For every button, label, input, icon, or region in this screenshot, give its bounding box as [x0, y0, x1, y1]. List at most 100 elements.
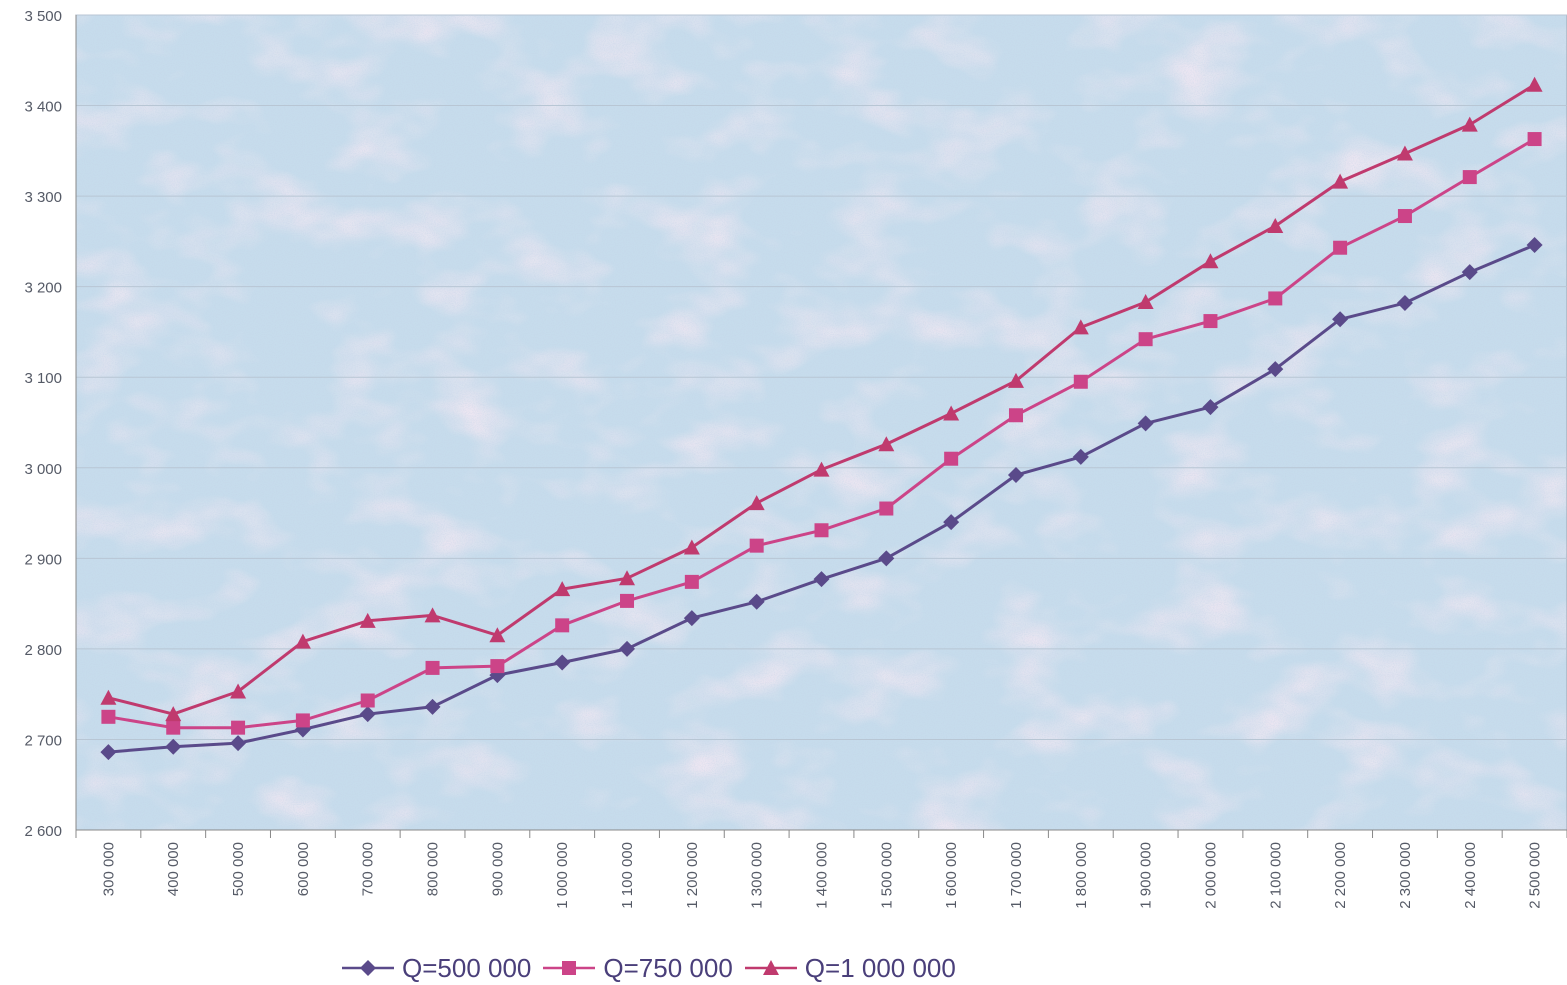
data-point	[619, 570, 636, 586]
data-point	[360, 693, 375, 708]
data-point	[1397, 209, 1412, 224]
data-point	[100, 744, 117, 761]
data-point	[683, 539, 700, 555]
series-3	[100, 76, 1543, 722]
data-point	[943, 514, 960, 531]
data-point	[813, 461, 830, 477]
legend-marker-diamond-icon	[342, 960, 394, 976]
y-tick-label: 2 800	[24, 642, 62, 659]
data-point	[1267, 217, 1284, 233]
data-point	[294, 633, 311, 649]
y-tick-label: 3 100	[24, 370, 62, 387]
legend-label: Q=500 000	[402, 953, 532, 983]
data-point	[943, 405, 960, 421]
x-tick-label: 500 000	[230, 842, 247, 896]
x-tick-label: 1 600 000	[943, 842, 960, 909]
data-point	[1333, 240, 1348, 255]
data-point	[1332, 173, 1349, 189]
x-tick-label: 600 000	[295, 842, 312, 896]
y-tick-label: 3 300	[24, 189, 62, 206]
x-tick-label: 2 300 000	[1397, 842, 1414, 909]
data-point	[1137, 294, 1154, 310]
x-tick-label: 700 000	[360, 842, 377, 896]
data-point	[619, 640, 636, 657]
data-point	[230, 683, 247, 699]
y-tick-label: 2 600	[24, 823, 62, 840]
data-point	[1008, 408, 1023, 423]
data-point	[1007, 372, 1024, 388]
x-tick-label: 1 200 000	[684, 842, 701, 909]
data-point	[295, 713, 310, 728]
data-point	[165, 738, 182, 755]
data-point	[1527, 132, 1542, 147]
data-point	[165, 706, 182, 722]
data-point	[101, 709, 116, 724]
y-tick-label: 3 200	[24, 280, 62, 297]
legend-label: Q=750 000	[603, 953, 733, 983]
data-point	[1526, 237, 1543, 254]
data-point	[424, 607, 441, 623]
legend-marker-triangle-icon	[744, 960, 797, 975]
x-tick-label: 900 000	[489, 842, 506, 896]
data-point	[554, 581, 571, 597]
y-tick-label: 3 400	[24, 99, 62, 116]
data-point	[359, 612, 376, 628]
data-point	[1396, 145, 1413, 161]
data-point	[684, 574, 699, 589]
data-point	[100, 689, 117, 705]
x-tick-label: 1 300 000	[749, 842, 766, 909]
data-point	[166, 720, 181, 735]
data-point	[944, 451, 959, 466]
legend-item-series-2: Q=750 000	[541, 953, 733, 983]
data-point	[1461, 264, 1478, 281]
data-point	[1203, 314, 1218, 329]
x-tick-label: 2 200 000	[1332, 842, 1349, 909]
data-point	[1462, 170, 1477, 185]
data-point	[490, 659, 505, 674]
data-point	[1073, 374, 1088, 389]
data-point	[813, 571, 830, 588]
legend-item-series-3: Q=1 000 000	[743, 953, 956, 983]
data-point	[1526, 76, 1543, 92]
x-tick-label: 1 500 000	[878, 842, 895, 909]
y-axis: 3 500 3 400 3 300 3 200 3 100 3 000 2 900 2 800…	[24, 8, 77, 840]
x-tick-label: 800 000	[425, 842, 442, 896]
data-point	[1072, 319, 1089, 335]
series-1	[100, 237, 1543, 761]
legend-marker-square-icon	[543, 961, 596, 975]
data-point	[683, 610, 700, 627]
x-tick-label: 1 000 000	[554, 842, 571, 909]
x-tick-label: 1 800 000	[1073, 842, 1090, 909]
x-tick-label: 1 400 000	[814, 842, 831, 909]
x-tick-label: 300 000	[100, 842, 117, 896]
plot-texture-speckle	[76, 15, 1567, 830]
data-point	[555, 618, 570, 633]
x-tick-label: 2 000 000	[1202, 842, 1219, 909]
data-point	[748, 593, 765, 610]
x-tick-label: 2 400 000	[1462, 842, 1479, 909]
data-point	[1202, 399, 1219, 416]
series-lines	[100, 76, 1543, 761]
plot-area	[75, 14, 1567, 831]
data-point	[230, 735, 247, 752]
y-tick-label: 3 500	[24, 8, 62, 25]
data-point	[1332, 311, 1349, 328]
data-point	[554, 654, 571, 671]
data-point	[1137, 415, 1154, 432]
data-point	[1138, 332, 1153, 347]
data-point	[878, 550, 895, 567]
data-point	[878, 436, 895, 452]
x-tick-label: 2 500 000	[1527, 842, 1544, 909]
data-point	[1072, 448, 1089, 465]
data-point	[1268, 291, 1283, 306]
data-point	[814, 523, 829, 538]
data-point	[1267, 361, 1284, 378]
y-tick-label: 3 000	[24, 461, 62, 478]
data-point	[1461, 116, 1478, 132]
data-point	[1396, 294, 1413, 311]
legend-label: Q=1 000 000	[804, 953, 956, 983]
line-chart: 3 500 3 400 3 300 3 200 3 100 3 000 2 900 2 800…	[24, 8, 1567, 909]
legend: Q=500 000 Q=750 000 Q=1 000 000	[340, 952, 956, 984]
data-point	[424, 698, 441, 715]
